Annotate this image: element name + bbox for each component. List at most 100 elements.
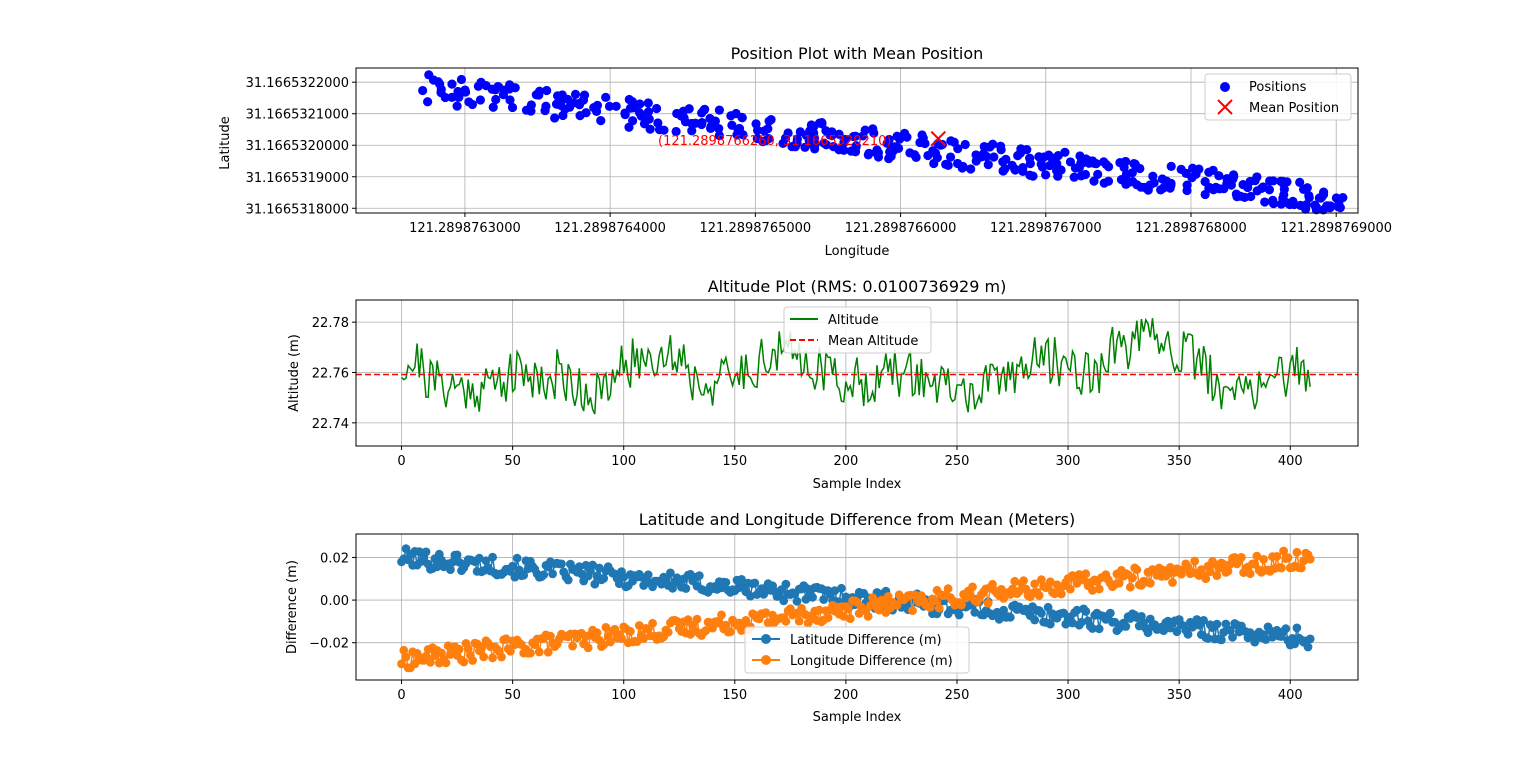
longitude-difference-point [546, 631, 555, 641]
position-point [1018, 163, 1028, 173]
longitude-difference-point [399, 645, 409, 655]
position-point [575, 111, 585, 121]
position-point [1260, 197, 1270, 207]
position-plot-ylabel: Latitude [218, 116, 233, 170]
y-tick-label: 22.74 [312, 417, 349, 432]
longitude-difference-point [879, 599, 889, 608]
position-point [1039, 152, 1049, 162]
longitude-difference-point [943, 584, 953, 594]
x-tick-label: 350 [1167, 454, 1192, 469]
longitude-difference-point [1299, 556, 1308, 566]
latitude-difference-series [397, 544, 1315, 652]
position-point [1075, 151, 1085, 161]
longitude-difference-point [1212, 571, 1222, 581]
latitude-difference-point [681, 584, 691, 593]
longitude-difference-point [1019, 576, 1028, 586]
longitude-difference-point [814, 605, 824, 615]
x-tick-label: 121.2898765000 [700, 221, 812, 236]
position-point [983, 160, 993, 170]
altitude-plot-title: Altitude Plot (RMS: 0.0100736929 m) [708, 277, 1007, 296]
position-point [1302, 183, 1312, 193]
position-point [1333, 202, 1343, 212]
position-point [1051, 165, 1062, 176]
x-tick-label: 121.2898766000 [845, 221, 957, 236]
longitude-difference-point [397, 659, 406, 669]
longitude-difference-point [843, 604, 853, 614]
longitude-difference-point [1305, 554, 1315, 564]
legend-mean-position-label: Mean Position [1249, 101, 1339, 116]
y-tick-label: 0.00 [320, 594, 349, 609]
position-point [810, 144, 820, 154]
latitude-difference-point [1159, 626, 1168, 635]
latitude-difference-point [619, 572, 629, 582]
legend-positions-label: Positions [1249, 80, 1307, 95]
position-point [629, 103, 639, 113]
x-tick-label: 200 [833, 688, 858, 703]
longitude-difference-point [823, 613, 833, 623]
longitude-difference-point [908, 606, 917, 615]
latitude-difference-point [1228, 632, 1237, 642]
latitude-difference-point [1045, 619, 1055, 629]
position-point [592, 100, 603, 111]
latitude-difference-point [599, 574, 609, 583]
y-tick-label: 22.78 [312, 316, 349, 331]
latitude-difference-point [1094, 624, 1104, 634]
longitude-difference-point [1277, 563, 1286, 573]
longitude-difference-point [526, 648, 535, 658]
position-point [995, 141, 1006, 151]
position-point [714, 105, 724, 115]
position-point [574, 100, 585, 110]
position-point [620, 108, 630, 118]
longitude-difference-series [397, 546, 1315, 673]
position-point [464, 97, 474, 107]
legend-longitude-marker [761, 655, 771, 665]
latitude-difference-point [594, 563, 604, 573]
position-point [809, 128, 819, 138]
legend-latitude-marker [761, 634, 771, 644]
latitude-difference-point [1217, 635, 1226, 645]
position-point [884, 153, 894, 164]
altitude-plot: Altitude Plot (RMS: 0.0100736929 m) 0 50 1… [287, 277, 1359, 492]
position-point [1125, 177, 1135, 187]
longitude-difference-point [934, 603, 944, 613]
position-point [945, 152, 956, 162]
longitude-difference-point [634, 621, 644, 630]
longitude-difference-point [497, 652, 506, 662]
position-point [676, 111, 686, 121]
latitude-difference-point [1172, 627, 1182, 637]
position-point [787, 142, 797, 152]
difference-plot-title: Latitude and Longitude Difference from M… [639, 510, 1076, 529]
x-tick-label: 250 [945, 454, 970, 469]
x-tick-label: 100 [611, 454, 636, 469]
longitude-difference-point [617, 634, 626, 643]
position-point [884, 134, 894, 145]
position-plot-mean-annotation: (121.2898766260, 31.1665320210) [658, 134, 891, 149]
x-tick-label: 121.2898764000 [554, 221, 666, 236]
latitude-difference-point [1081, 607, 1091, 616]
position-point [1149, 178, 1159, 188]
longitude-difference-point [925, 603, 935, 612]
longitude-difference-point [477, 642, 486, 652]
position-point [834, 145, 844, 155]
position-plot-legend: Positions Mean Position [1204, 73, 1352, 121]
position-plot-title: Position Plot with Mean Position [731, 44, 984, 63]
longitude-difference-point [1168, 578, 1177, 587]
latitude-difference-point [474, 553, 484, 563]
x-tick-label: 250 [945, 688, 970, 703]
latitude-difference-point [548, 569, 557, 579]
longitude-difference-point [454, 644, 464, 654]
position-point [863, 150, 873, 160]
longitude-difference-point [839, 612, 849, 621]
latitude-difference-point [557, 559, 566, 569]
longitude-difference-point [781, 616, 791, 626]
position-point [1268, 176, 1278, 186]
longitude-difference-point [1201, 574, 1211, 584]
position-point [435, 79, 445, 89]
longitude-difference-point [1125, 582, 1135, 592]
latitude-difference-point [1292, 623, 1302, 633]
altitude-plot-ticks: 0 50 100 150 200 250 300 350 400 22.74 22.76 22.78 [312, 316, 1303, 469]
latitude-difference-point [432, 562, 442, 572]
y-tick-label: 0.02 [320, 551, 349, 566]
position-point [989, 152, 999, 162]
position-point [1162, 176, 1172, 186]
